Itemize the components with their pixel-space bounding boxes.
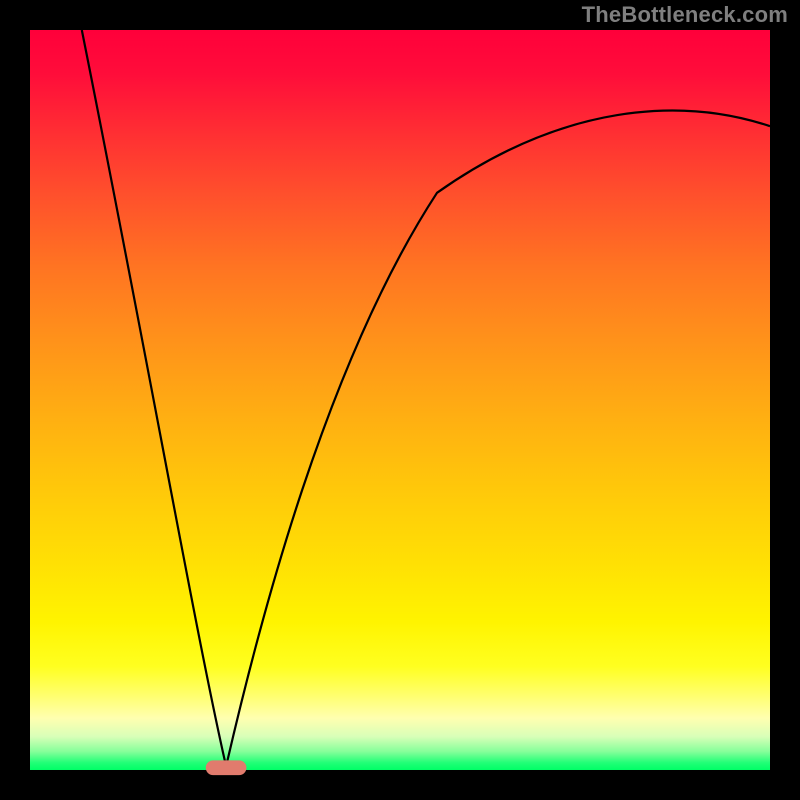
plot-background — [30, 30, 770, 770]
optimal-marker — [206, 760, 247, 775]
chart-stage: TheBottleneck.com — [0, 0, 800, 800]
chart-svg — [0, 0, 800, 800]
